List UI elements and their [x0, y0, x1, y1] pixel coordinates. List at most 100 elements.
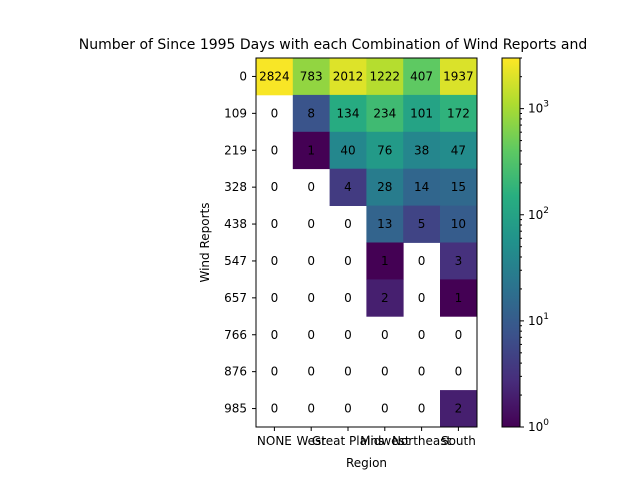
- cell-value-label: 783: [300, 69, 323, 83]
- cell-value-label: 5: [418, 217, 426, 231]
- cell-value-label: 0: [271, 365, 279, 379]
- colorbar-tick-label: 103: [528, 100, 549, 116]
- cell-value-label: 0: [307, 402, 315, 416]
- cell-value-label: 0: [418, 402, 426, 416]
- cell-value-label: 0: [271, 143, 279, 157]
- cell-value-label: 1937: [443, 69, 474, 83]
- heatmap-cell: [329, 94, 367, 133]
- heatmap-cells: [256, 58, 478, 428]
- y-tick-label: 876: [224, 365, 247, 379]
- heatmap-cell: [256, 58, 294, 96]
- x-tick-label: Midwest: [360, 434, 410, 448]
- cell-value-label: 0: [455, 365, 463, 379]
- heatmap-cell: [366, 168, 404, 206]
- colorbar-gradient: [501, 57, 521, 428]
- heatmap-cell: [440, 242, 478, 280]
- y-axis-label: Wind Reports: [198, 202, 212, 282]
- heatmap-cell: [329, 168, 367, 206]
- cell-value-label: 38: [414, 143, 429, 157]
- heatmap-cell: [366, 131, 404, 170]
- cell-value-label: 0: [271, 180, 279, 194]
- cell-value-label: 0: [307, 365, 315, 379]
- cell-value-label: 0: [307, 328, 315, 342]
- colorbar-ticks: 100 101 102 103: [520, 57, 549, 434]
- cell-value-label: 14: [414, 180, 429, 194]
- cell-value-label: 1: [455, 291, 463, 305]
- cell-value-label: 0: [418, 254, 426, 268]
- x-tick-label: South: [441, 434, 476, 448]
- heatmap-cell: [403, 58, 441, 96]
- heatmap-cell: [403, 205, 441, 243]
- heatmap-cell: [440, 390, 478, 428]
- heatmap-cell: [403, 131, 441, 170]
- cell-value-label: 0: [307, 291, 315, 305]
- cell-value-label: 13: [377, 217, 392, 231]
- cell-value-label: 0: [418, 365, 426, 379]
- heatmap-cell: [366, 205, 404, 243]
- y-tick-label: 219: [224, 143, 247, 157]
- cell-value-label: 76: [377, 143, 392, 157]
- cell-value-label: 0: [381, 328, 389, 342]
- cell-value-label: 0: [271, 328, 279, 342]
- y-tick-label: 547: [224, 254, 247, 268]
- y-tick-label: 109: [224, 106, 247, 120]
- cell-value-label: 47: [451, 143, 466, 157]
- y-tick-label: 438: [224, 217, 247, 231]
- x-axis-label: Region: [346, 456, 387, 470]
- cell-value-label: 2: [381, 291, 389, 305]
- heatmap-cell: [329, 131, 367, 170]
- x-tick-label: NONE: [257, 434, 292, 448]
- colorbar-tick-label: 102: [528, 206, 549, 222]
- heatmap-cell: [403, 168, 441, 206]
- heatmap-cell: [366, 94, 404, 133]
- cell-value-label: 101: [410, 106, 433, 120]
- heatmap-cell: [329, 58, 367, 96]
- cell-value-label: 172: [447, 106, 470, 120]
- heatmap-cell: [366, 242, 404, 280]
- cell-value-label: 2012: [333, 69, 364, 83]
- cell-value-label: 0: [307, 180, 315, 194]
- cell-value-label: 2: [455, 402, 463, 416]
- heatmap-cell: [292, 94, 330, 133]
- colorbar-tick-label: 101: [528, 312, 549, 328]
- cell-value-label: 0: [455, 328, 463, 342]
- heatmap-cell: [440, 58, 478, 96]
- cell-value-label: 40: [340, 143, 355, 157]
- x-tick-label: Northeast: [392, 434, 452, 448]
- y-tick-label: 985: [224, 402, 247, 416]
- cell-value-label: 3: [455, 254, 463, 268]
- cell-value-label: 0: [344, 328, 352, 342]
- heatmap-cell: [440, 131, 478, 170]
- heatmap-cell: [440, 205, 478, 243]
- cell-value-label: 234: [373, 106, 396, 120]
- heatmap-cell: [440, 94, 478, 133]
- plot-frame: [255, 57, 478, 428]
- cell-value-label: 0: [271, 291, 279, 305]
- x-tick-label: Great Plains: [312, 434, 384, 448]
- cell-value-label: 0: [344, 365, 352, 379]
- x-tick-label: West: [296, 434, 326, 448]
- cell-value-label: 0: [271, 254, 279, 268]
- heatmap-cell: [440, 279, 478, 317]
- cell-value-label: 15: [451, 180, 466, 194]
- cell-value-label: 28: [377, 180, 392, 194]
- y-tick-label: 766: [224, 328, 247, 342]
- cell-value-label: 0: [344, 217, 352, 231]
- y-tick-label: 328: [224, 180, 247, 194]
- cell-value-label: 0: [418, 291, 426, 305]
- y-tick-label: 0: [239, 69, 247, 83]
- cell-value-label: 0: [344, 402, 352, 416]
- cell-value-label: 0: [381, 402, 389, 416]
- colorbar-tick-label: 100: [528, 418, 549, 434]
- chart-title: Number of Since 1995 Days with each Comb…: [79, 37, 587, 53]
- y-tick-label: 657: [224, 291, 247, 305]
- heatmap-cell: [292, 131, 330, 170]
- cell-value-label: 0: [344, 291, 352, 305]
- y-axis-ticks: 0 109 219 328 438 547 657 766 876 985: [224, 69, 256, 416]
- cell-value-label: 1222: [370, 69, 401, 83]
- heatmap-cell: [366, 279, 404, 317]
- heatmap-cell: [366, 58, 404, 96]
